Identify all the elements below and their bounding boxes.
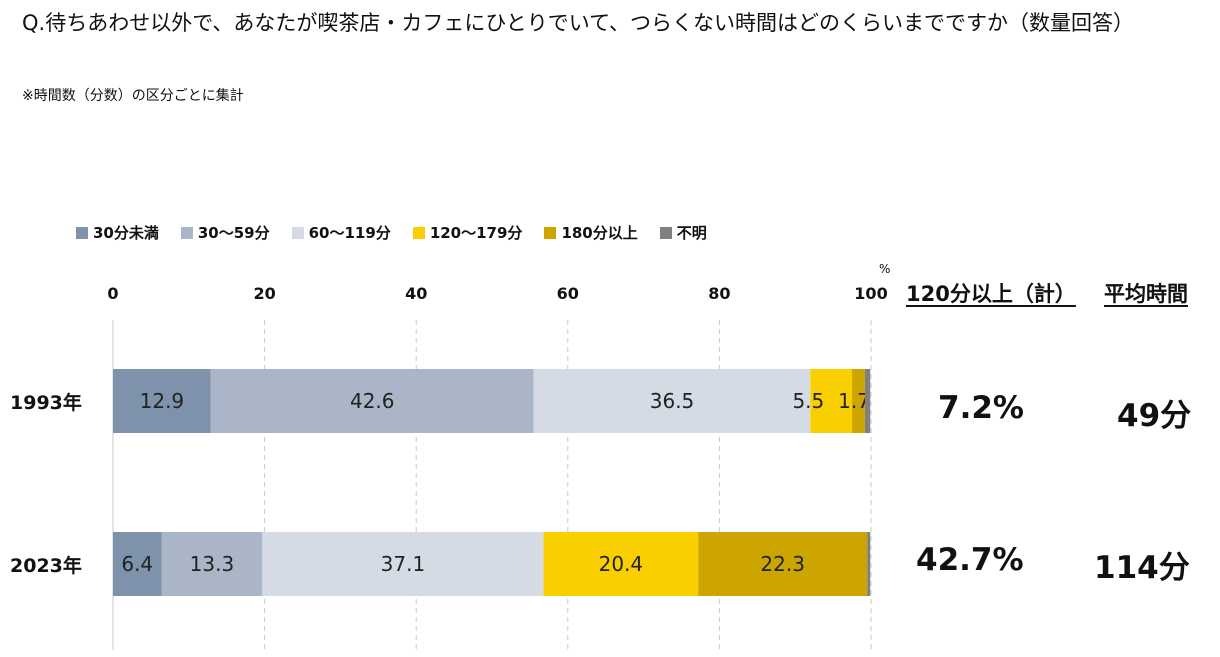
- legend-swatch: [291, 226, 304, 239]
- legend-item-60-119: 60～119分: [291, 222, 391, 243]
- data-label: 20.4: [599, 552, 644, 576]
- bar-segment: [210, 369, 534, 433]
- legend-swatch: [544, 226, 557, 239]
- bar-segment: [852, 369, 865, 433]
- x-tick-label: 60: [557, 284, 579, 303]
- bar-segment: [113, 532, 162, 596]
- data-label: 22.3: [760, 552, 805, 576]
- legend-item-30-59: 30～59分: [180, 222, 270, 243]
- average-1993: 49分: [1117, 398, 1192, 434]
- legend-item-under30: 30分未満: [76, 222, 159, 243]
- legend: 30分未満 30～59分 60～119分 120～179分 180分以上 不明: [76, 222, 729, 243]
- x-tick-label: 100: [854, 284, 887, 303]
- data-label: 42.6: [350, 389, 395, 413]
- question-text: Q.待ちあわせ以外で、あなたが喫茶店・カフェにひとりでいて、つらくない時間はどの…: [22, 11, 1135, 35]
- bar-segment: [543, 532, 699, 596]
- legend-item-unknown: 不明: [659, 222, 707, 243]
- year-label-2023: 2023年: [10, 555, 82, 577]
- data-label: 36.5: [650, 389, 695, 413]
- x-tick-label: 20: [253, 284, 275, 303]
- bar-segment: [698, 532, 868, 596]
- legend-item-180-plus: 180分以上: [544, 222, 638, 243]
- data-label: 6.4: [121, 552, 153, 576]
- total120-2023: 42.7%: [916, 542, 1024, 578]
- data-label: 37.1: [381, 552, 426, 576]
- legend-swatch: [659, 226, 672, 239]
- bar-segment: [161, 532, 263, 596]
- bar-segment: [533, 369, 811, 433]
- legend-swatch: [412, 226, 425, 239]
- bar-segment: [113, 369, 211, 433]
- legend-swatch: [180, 226, 193, 239]
- x-tick-label: 40: [405, 284, 427, 303]
- average-2023: 114分: [1094, 550, 1190, 586]
- legend-swatch: [76, 226, 88, 239]
- total120-1993: 7.2%: [938, 390, 1024, 426]
- legend-item-120-179: 120～179分: [412, 222, 523, 243]
- data-label: 12.9: [140, 389, 185, 413]
- bar-segment: [810, 369, 853, 433]
- column-header-total120: 120分以上（計）: [906, 282, 1076, 306]
- column-header-average: 平均時間: [1104, 282, 1188, 306]
- data-label: 5.5: [792, 389, 824, 413]
- legend-label: 120～179分: [429, 224, 523, 242]
- data-label: 1.7: [838, 389, 870, 413]
- bar-segment: [864, 369, 871, 433]
- x-tick-label: 0: [107, 284, 118, 303]
- bar-segment: [262, 532, 544, 596]
- legend-label: 180分以上: [561, 224, 638, 242]
- year-label-1993: 1993年: [10, 392, 82, 414]
- legend-label: 30～59分: [197, 224, 270, 242]
- data-label: 13.3: [190, 552, 235, 576]
- legend-label: 30分未満: [93, 224, 159, 242]
- legend-label: 60～119分: [308, 224, 391, 242]
- legend-label: 不明: [676, 224, 707, 242]
- bar-segment: [867, 532, 871, 596]
- aggregation-note: ※時間数（分数）の区分ごとに集計: [22, 88, 244, 104]
- x-tick-label: 80: [708, 284, 730, 303]
- unit-label: %: [879, 262, 891, 276]
